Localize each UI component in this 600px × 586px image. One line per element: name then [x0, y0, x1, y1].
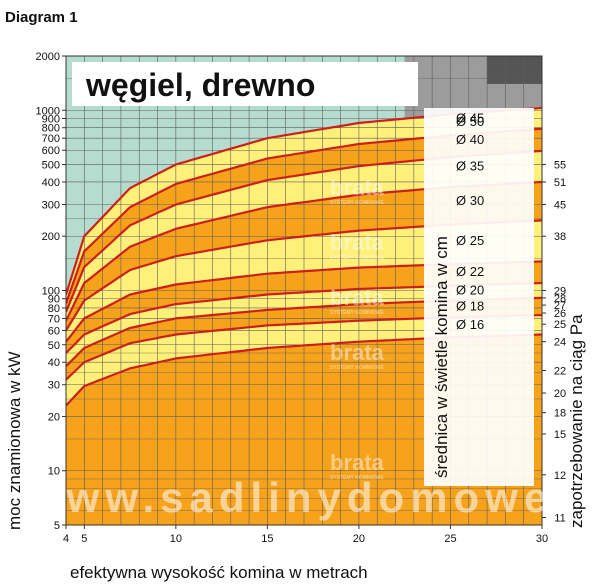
y-tick-label: 1000 [36, 105, 60, 117]
diameter-label: Ø 20 [456, 283, 484, 298]
y-tick-label: 200 [42, 231, 60, 243]
brand-watermark-sub: SYSTEMY KOMINOWE [330, 475, 384, 481]
subtitle-box [72, 62, 418, 106]
x-axis: 4 5 10 15 20 25 30 [63, 525, 548, 545]
y-tick-label: 50 [48, 340, 60, 352]
y-tick-label: 40 [48, 357, 60, 369]
y-tick-label: 80 [48, 303, 60, 315]
x-tick-label: 4 [63, 533, 69, 545]
diameter-label: Ø 30 [456, 193, 484, 208]
chart-title: Diagram 1 [5, 9, 78, 26]
y-tick-label: 400 [42, 177, 60, 189]
y2-tick-label: 45 [554, 200, 566, 212]
y2-tick-label: 11 [554, 513, 565, 525]
y-tick-label: 900 [42, 114, 60, 126]
brand-watermark-sub: SYSTEMY KOMINOWE [330, 365, 384, 371]
brand-watermark: brata [330, 450, 385, 475]
diameter-labels: Ø 16 Ø 18Ø 20 Ø 22 Ø 25 Ø 30 Ø 35 Ø 40 Ø 45Ø 50 [456, 110, 484, 331]
x-tick-label: 25 [444, 533, 456, 545]
y2-tick-label: 26 [554, 308, 566, 320]
chart-subtitle: węgiel, drewno [85, 67, 315, 103]
y2-tick-label: 29 [554, 286, 566, 298]
brand-watermark-sub: SYSTEMY KOMINOWE [330, 310, 384, 316]
y-tick-label: 500 [42, 160, 60, 172]
dark-gray-background [487, 56, 542, 84]
x-tick-label: 20 [353, 533, 365, 545]
diameter-label: Ø 40 [456, 132, 484, 147]
y2-tick-label: 12 [554, 470, 566, 482]
y-tick-label: 30 [48, 380, 60, 392]
y-tick-label: 10 [48, 466, 60, 478]
y2-tick-label: 27 [554, 300, 566, 312]
y2-tick-label: 24 [554, 337, 566, 349]
y2-tick-label: 15 [554, 429, 566, 441]
y-tick-label: 5 [54, 520, 60, 532]
y-tick-label: 90 [48, 294, 60, 306]
diameter-panel [424, 108, 534, 486]
diameter-label: Ø 16 [456, 317, 484, 332]
y2-tick-label: 20 [554, 388, 566, 400]
y-axis-label: moc znamionowa w kW [5, 351, 24, 530]
diameter-label: Ø 25 [456, 233, 484, 248]
y2-tick-label: 38 [554, 231, 566, 243]
y2-tick-label: 55 [554, 160, 566, 172]
y-tick-label: 20 [48, 411, 60, 423]
band-5 [66, 182, 542, 331]
y-tick-label: 600 [42, 145, 60, 157]
y2-axis-label: zapotrzebowanie na ciąg Pa [567, 314, 586, 528]
x-tick-label: 5 [81, 533, 87, 545]
x-tick-label: 15 [261, 533, 273, 545]
x-axis-label: efektywna wysokość komina w metrach [70, 563, 368, 582]
y2-tick-label: 28 [554, 293, 566, 305]
diameter-label: Ø 22 [456, 264, 484, 279]
diameter-label: Ø 18 [456, 299, 484, 314]
y2-tick-label: 22 [554, 365, 566, 377]
y-tick-label: 2000 [36, 51, 60, 63]
band-axis-label: średnica w świetle komina w cm [432, 236, 451, 478]
x-tick-label: 30 [536, 533, 548, 545]
y-tick-label: 800 [42, 123, 60, 135]
brand-watermark: brata [330, 230, 385, 255]
diameter-label: Ø 35 [456, 158, 484, 173]
y2-tick-label: 25 [554, 319, 566, 331]
y-tick-label: 100 [42, 286, 60, 298]
x-tick-label: 10 [170, 533, 182, 545]
brand-watermark: brata [330, 175, 385, 200]
y-tick-label: 60 [48, 325, 60, 337]
y-tick-label: 300 [42, 200, 60, 212]
brand-watermark: brata [330, 285, 385, 310]
brand-watermark-sub: SYSTEMY KOMINOWE [330, 200, 384, 206]
band-4 [66, 220, 542, 342]
y-tick-label: 70 [48, 313, 60, 325]
brand-watermark-sub: SYSTEMY KOMINOWE [330, 255, 384, 261]
y-tick-label: 700 [42, 133, 60, 145]
y2-tick-label: 18 [554, 408, 566, 420]
diameter-label: Ø 45 [456, 110, 484, 125]
diameter-label: Ø 50 [456, 114, 484, 129]
y2-tick-label: 51 [554, 177, 566, 189]
brand-watermark: brata [330, 340, 385, 365]
